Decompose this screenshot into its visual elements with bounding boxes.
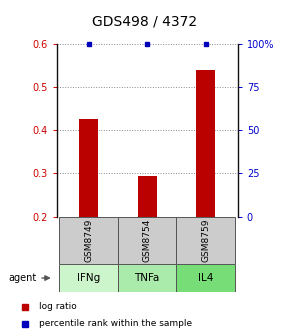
Text: GSM8749: GSM8749 — [84, 218, 93, 262]
Text: log ratio: log ratio — [39, 302, 76, 311]
Text: percentile rank within the sample: percentile rank within the sample — [39, 319, 192, 328]
Bar — [118, 264, 176, 292]
Bar — [118, 217, 176, 264]
Bar — [59, 264, 118, 292]
Text: IFNg: IFNg — [77, 273, 100, 283]
Bar — [79, 119, 98, 217]
Bar — [176, 217, 235, 264]
Bar — [176, 264, 235, 292]
Text: GDS498 / 4372: GDS498 / 4372 — [93, 15, 197, 29]
Text: TNFa: TNFa — [135, 273, 160, 283]
Text: IL4: IL4 — [198, 273, 213, 283]
Bar — [196, 70, 215, 217]
Text: GSM8759: GSM8759 — [201, 218, 210, 262]
Bar — [138, 176, 157, 217]
Text: GSM8754: GSM8754 — [143, 218, 152, 262]
Bar — [59, 217, 118, 264]
Text: agent: agent — [9, 273, 37, 283]
